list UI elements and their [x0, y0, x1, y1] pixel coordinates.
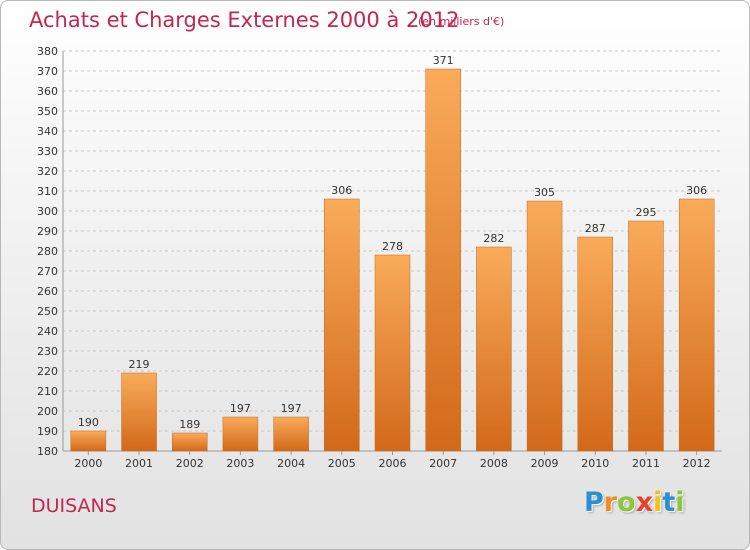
- data-label-2002: 189: [179, 418, 200, 431]
- x-tick-label: 2008: [480, 457, 508, 470]
- data-label-2003: 197: [230, 402, 251, 415]
- y-tick-label: 330: [37, 145, 58, 158]
- logo-letter: i: [653, 487, 663, 518]
- logo-letter: o: [617, 487, 636, 518]
- y-tick-label: 300: [37, 205, 58, 218]
- bar-2009: [526, 200, 563, 452]
- bar-2003: [222, 416, 259, 452]
- x-tick-label: 2006: [379, 457, 407, 470]
- bar-2002: [171, 432, 208, 452]
- x-tick-label: 2009: [531, 457, 559, 470]
- y-tick-label: 200: [37, 405, 58, 418]
- bar-2007: [425, 68, 461, 452]
- x-tick-label: 2012: [683, 457, 711, 470]
- logo-letter: P: [584, 487, 604, 518]
- data-label-2000: 190: [78, 416, 99, 429]
- proxiti-logo[interactable]: Proxiti: [584, 487, 685, 518]
- x-tick-label: 2011: [632, 457, 660, 470]
- y-tick-label: 290: [37, 225, 58, 238]
- y-tick-label: 280: [37, 245, 58, 258]
- data-label-2001: 219: [129, 358, 150, 371]
- bar-2012: [678, 198, 715, 452]
- data-labels: 190 219 189 197 197 306 278 371 282 305 287 295 306: [78, 54, 707, 431]
- logo-letter: x: [635, 487, 654, 518]
- y-tick-label: 250: [37, 305, 58, 318]
- y-tick-label: 210: [37, 385, 58, 398]
- data-label-2009: 305: [534, 186, 555, 199]
- x-tick-label: 2010: [581, 457, 609, 470]
- x-tick-label: 2007: [429, 457, 457, 470]
- data-label-2004: 197: [281, 402, 302, 415]
- x-tick-label: 2004: [277, 457, 305, 470]
- logo-letter: t: [662, 487, 676, 518]
- y-tick-label: 370: [37, 65, 58, 78]
- data-label-2011: 295: [635, 206, 656, 219]
- chart-title: Achats et Charges Externes 2000 à 2012: [29, 8, 460, 32]
- y-tick-label: 180: [37, 445, 58, 458]
- bar-2011: [628, 220, 664, 452]
- x-tick-label: 2003: [226, 457, 254, 470]
- bar-2000: [70, 430, 107, 452]
- y-tick-label: 320: [37, 165, 58, 178]
- logo-letter: i: [675, 487, 685, 518]
- y-tick-label: 350: [37, 105, 58, 118]
- y-tick-label: 260: [37, 285, 58, 298]
- data-label-2007: 371: [433, 54, 454, 67]
- data-label-2008: 282: [483, 232, 504, 245]
- data-label-2010: 287: [585, 222, 606, 235]
- y-tick-label: 190: [37, 425, 58, 438]
- x-tick-label: 2005: [328, 457, 356, 470]
- x-tick-label: 2000: [74, 457, 102, 470]
- bars: [70, 68, 715, 452]
- y-tick-label: 340: [37, 125, 58, 138]
- y-tick-label: 380: [37, 45, 58, 58]
- axes: 180 190 200 210 220 230 240 250 260 270 280 290 300 3…: [37, 45, 722, 470]
- y-tick-label: 240: [37, 325, 58, 338]
- data-label-2005: 306: [331, 184, 352, 197]
- y-tick-label: 360: [37, 85, 58, 98]
- bar-2004: [273, 416, 309, 452]
- y-tick-label: 220: [37, 365, 58, 378]
- town-name: DUISANS: [31, 495, 117, 517]
- bar-2006: [374, 254, 411, 452]
- y-tick-label: 310: [37, 185, 58, 198]
- y-tick-label: 270: [37, 265, 58, 278]
- bar-2010: [577, 236, 614, 452]
- chart-subtitle: (en milliers d'€): [418, 15, 505, 28]
- bar-2008: [476, 246, 512, 452]
- gridlines: [63, 50, 722, 452]
- x-tick-label: 2002: [176, 457, 204, 470]
- bar-2001: [121, 372, 157, 452]
- data-label-2006: 278: [382, 240, 403, 253]
- data-label-2012: 306: [686, 184, 707, 197]
- logo-letter: r: [603, 487, 618, 518]
- y-tick-label: 230: [37, 345, 58, 358]
- x-tick-label: 2001: [125, 457, 153, 470]
- bar-2005: [324, 198, 360, 452]
